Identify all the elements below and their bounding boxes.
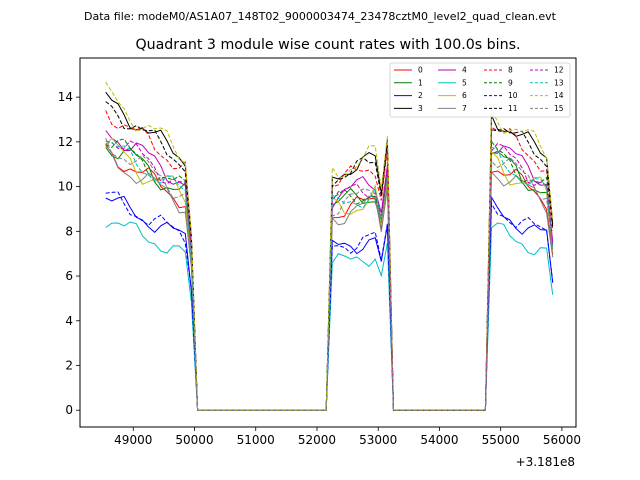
y-tick-label: 10: [58, 180, 73, 194]
y-tick-label: 6: [65, 269, 73, 283]
series-lines: [105, 81, 554, 411]
series-line-9: [105, 138, 554, 411]
y-tick-label: 0: [65, 403, 73, 417]
x-tick-label: 52000: [298, 433, 336, 447]
legend-label-14: 14: [554, 91, 564, 100]
series-line-10: [105, 191, 554, 411]
x-axis-ticks: 49000 50000 51000 52000 53000 54000 55000 56000: [114, 427, 581, 447]
legend-box: [389, 62, 571, 118]
legend-label-7: 7: [462, 104, 467, 113]
y-axis-ticks: 0 2 4 6 8 10 12 14: [58, 90, 80, 417]
legend-label-4: 4: [462, 66, 467, 75]
x-tick-label: 53000: [359, 433, 397, 447]
y-tick-label: 2: [65, 359, 73, 373]
series-line-15: [105, 138, 554, 411]
legend-label-11: 11: [508, 104, 518, 113]
legend-label-13: 13: [554, 78, 564, 87]
x-tick-label: 51000: [237, 433, 275, 447]
legend-label-5: 5: [462, 78, 467, 87]
plot-area: 49000 50000 51000 52000 53000 54000 55000 56000…: [58, 57, 581, 447]
legend-label-1: 1: [418, 78, 423, 87]
legend-label-9: 9: [508, 78, 513, 87]
legend-label-0: 0: [418, 66, 423, 75]
legend-label-2: 2: [418, 91, 423, 100]
x-tick-label: 55000: [482, 433, 520, 447]
x-tick-label: 49000: [114, 433, 152, 447]
y-tick-label: 8: [65, 224, 73, 238]
legend-label-12: 12: [554, 66, 564, 75]
y-tick-label: 14: [58, 90, 73, 104]
chart-title: Quadrant 3 module wise count rates with …: [135, 37, 520, 53]
series-line-11: [105, 101, 554, 411]
legend-label-10: 10: [508, 91, 518, 100]
legend-label-15: 15: [554, 104, 564, 113]
axes-frame: [79, 57, 577, 428]
y-tick-label: 12: [58, 135, 73, 149]
legend-label-8: 8: [508, 66, 513, 75]
legend-label-6: 6: [462, 91, 467, 100]
x-tick-label: 50000: [175, 433, 213, 447]
x-tick-label: 54000: [420, 433, 458, 447]
x-offset-label: +3.181e8: [516, 455, 575, 469]
y-tick-label: 4: [65, 314, 73, 328]
x-tick-label: 56000: [543, 433, 581, 447]
legend-label-3: 3: [418, 104, 423, 113]
file-suptitle: Data file: modeM0/AS1A07_148T02_90000034…: [84, 10, 557, 23]
